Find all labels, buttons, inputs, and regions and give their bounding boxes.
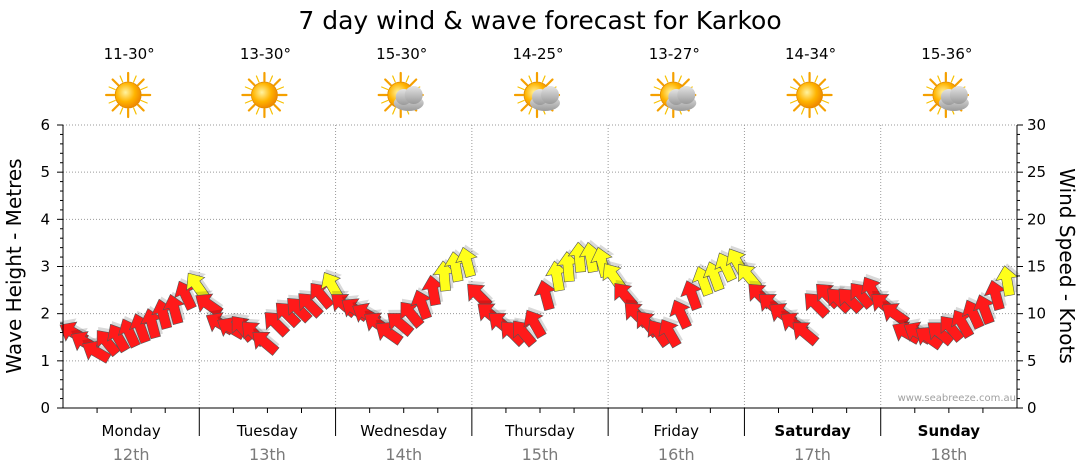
right-tick-label: 5 — [1027, 352, 1037, 370]
wind-arrow — [658, 316, 683, 349]
day-temp-range: 15-36° — [921, 45, 972, 63]
day-name-label: Wednesday — [360, 422, 447, 440]
sunny-icon — [786, 71, 833, 119]
day-name-label: Saturday — [774, 422, 851, 440]
wind-arrow — [669, 297, 694, 330]
right-tick-label: 30 — [1027, 116, 1046, 134]
right-tick-label: 20 — [1027, 210, 1046, 228]
left-tick-label: 2 — [40, 305, 50, 323]
sunny-icon — [241, 71, 288, 119]
wind-arrow — [252, 328, 280, 356]
day-date-label: 15th — [522, 445, 559, 464]
day-temp-range: 14-25° — [512, 45, 563, 63]
wind-arrow — [162, 291, 187, 326]
partly-cloudy-icon — [650, 71, 697, 119]
day-temp-range: 13-30° — [240, 45, 291, 63]
left-tick-label: 0 — [40, 399, 50, 417]
day-temp-range: 14-34° — [785, 45, 836, 63]
day-name-label: Thursday — [504, 422, 575, 440]
partly-cloudy-icon — [922, 71, 969, 119]
partly-cloudy-icon — [513, 71, 561, 119]
wind-arrow — [455, 244, 480, 278]
day-temp-range: 13-27° — [649, 45, 700, 63]
right-tick-label: 10 — [1027, 305, 1046, 323]
wind-arrow — [523, 306, 548, 340]
right-axis-title: Wind Speed - Knots — [1055, 168, 1079, 364]
left-tick-label: 1 — [40, 352, 50, 370]
chart-title: 7 day wind & wave forecast for Karkoo — [298, 6, 781, 35]
day-date-label: 16th — [658, 445, 695, 464]
day-date-label: 12th — [113, 445, 150, 464]
day-date-label: 18th — [930, 445, 967, 464]
day-temp-range: 15-30° — [376, 45, 427, 63]
day-temp-range: 11-30° — [104, 45, 155, 63]
day-date-label: 14th — [385, 445, 422, 464]
wind-arrow — [995, 263, 1021, 297]
day-date-label: 17th — [794, 445, 831, 464]
day-date-label: 13th — [249, 445, 286, 464]
wind-arrow — [680, 277, 704, 311]
left-tick-label: 5 — [40, 163, 50, 181]
day-name-label: Sunday — [918, 422, 981, 440]
day-name-label: Friday — [654, 422, 700, 440]
day-name-label: Monday — [102, 422, 161, 440]
left-tick-label: 3 — [40, 258, 50, 276]
left-tick-label: 6 — [40, 116, 50, 134]
left-axis-title: Wave Height - Metres — [2, 158, 26, 373]
wind-arrow — [792, 319, 820, 347]
day-name-label: Tuesday — [236, 422, 298, 440]
right-tick-label: 25 — [1027, 163, 1046, 181]
left-tick-label: 4 — [40, 210, 50, 228]
right-tick-label: 15 — [1027, 258, 1046, 276]
partly-cloudy-icon — [377, 71, 424, 119]
right-tick-label: 0 — [1027, 399, 1037, 417]
watermark: www.seabreeze.com.au — [898, 393, 1016, 404]
sunny-icon — [105, 71, 152, 119]
